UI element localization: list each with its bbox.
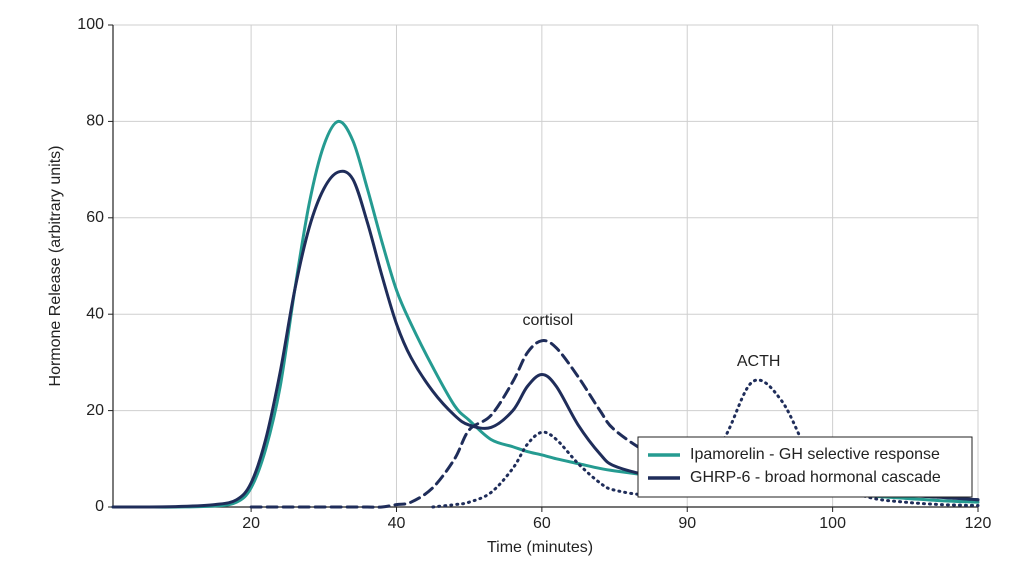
x-tick-label: 60 <box>533 515 551 532</box>
legend-label: GHRP-6 - broad hormonal cascade <box>690 469 941 486</box>
series-annotation: cortisol <box>523 312 574 329</box>
y-tick-label: 80 <box>86 113 104 130</box>
legend-label: Ipamorelin - GH selective response <box>690 446 940 463</box>
x-tick-label: 100 <box>819 515 846 532</box>
y-tick-label: 40 <box>86 305 104 322</box>
y-tick-label: 20 <box>86 402 104 419</box>
x-tick-label: 20 <box>242 515 260 532</box>
x-axis-label: Time (minutes) <box>487 539 593 556</box>
x-tick-label: 90 <box>678 515 696 532</box>
legend-box <box>637 436 973 498</box>
y-tick-label: 100 <box>77 16 104 33</box>
y-tick-label: 60 <box>86 209 104 226</box>
series-annotation: ACTH <box>737 353 781 370</box>
y-axis-label: Hormone Release (arbitrary units) <box>47 146 64 387</box>
legend: Ipamorelin - GH selective response GHRP-6… <box>637 436 973 498</box>
x-tick-label: 120 <box>965 515 992 532</box>
y-tick-label: 0 <box>95 498 104 515</box>
x-tick-label: 40 <box>388 515 406 532</box>
